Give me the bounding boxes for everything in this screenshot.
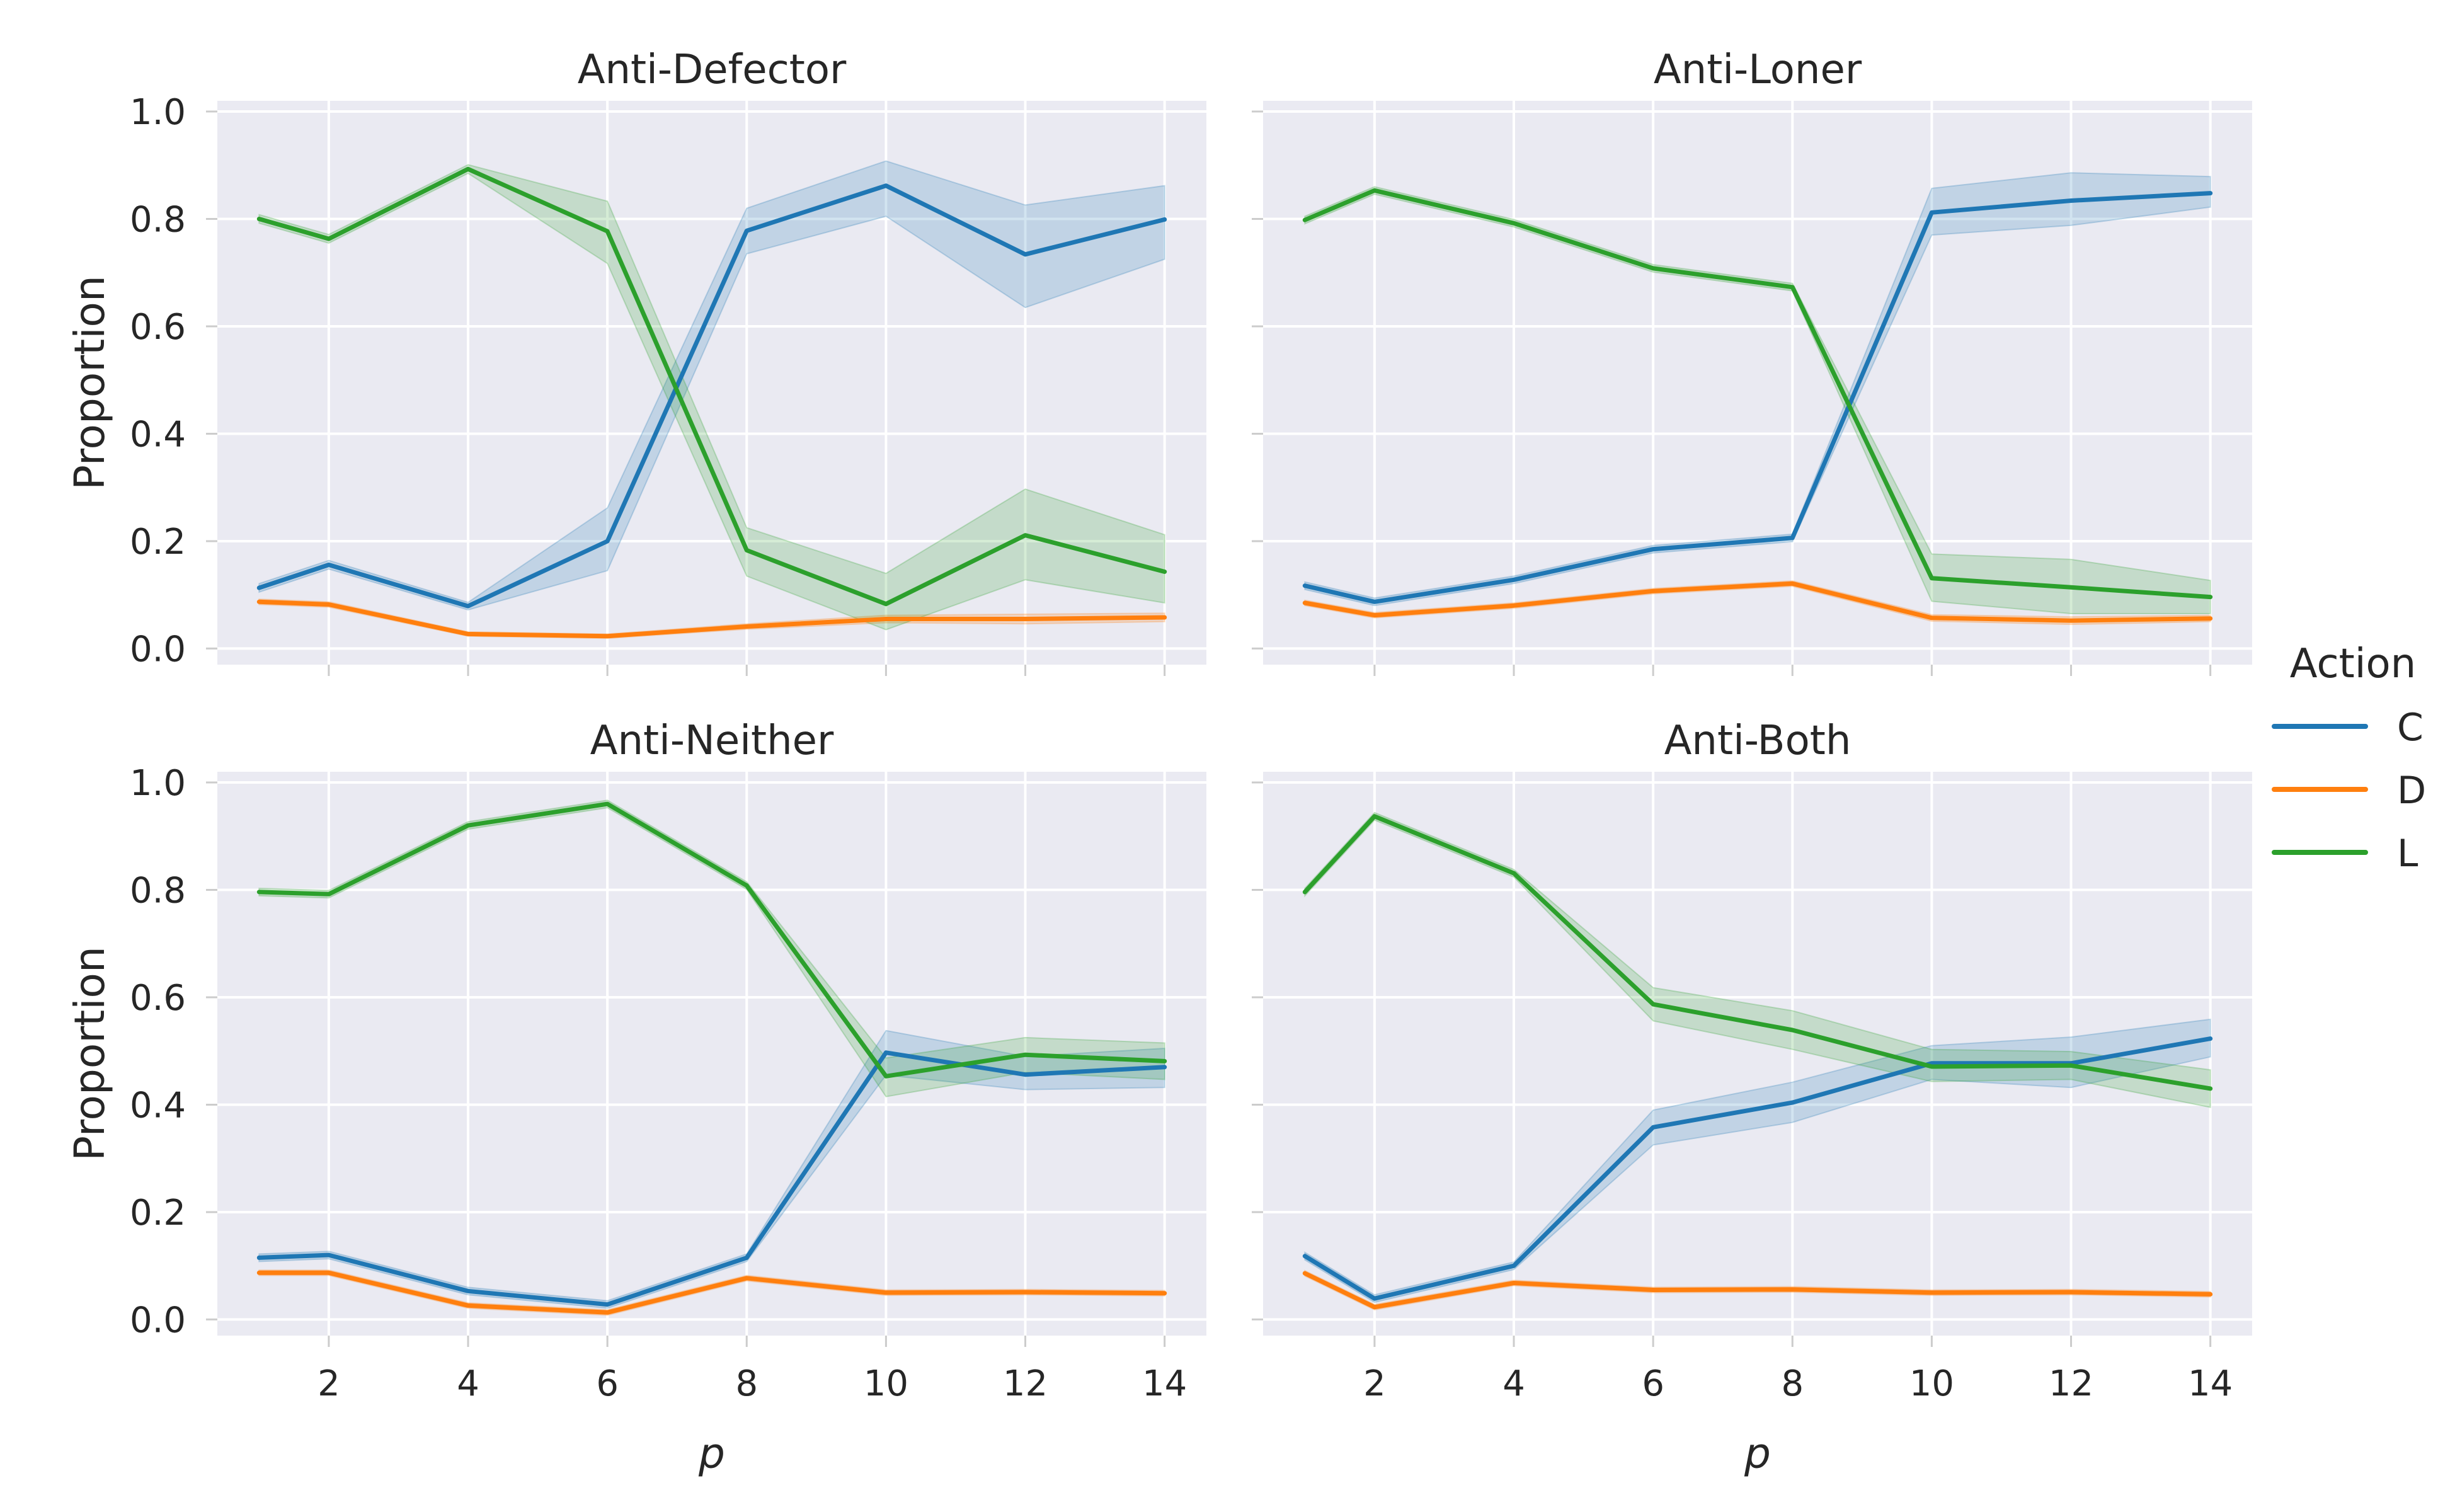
- confidence-band-c: [1304, 172, 2211, 607]
- x-tick-label: 4: [1502, 1363, 1525, 1404]
- panel-title: Anti-Loner: [1654, 47, 1862, 93]
- y-tick-label: 1.0: [130, 763, 186, 804]
- confidence-band-l: [1304, 186, 2211, 614]
- y-tick-label: 0.6: [130, 307, 186, 348]
- y-tick-label: 0.2: [130, 522, 186, 563]
- x-tick-label: 4: [457, 1363, 479, 1404]
- y-tick-label: 0.8: [130, 871, 186, 912]
- confidence-band-l: [258, 799, 1165, 1097]
- x-axis-label: p: [698, 1429, 725, 1478]
- legend-entry-l: L: [2272, 832, 2418, 876]
- panel-anti-defector: Anti-Defector 0.0 0.2 0.4 0.6 0.8 1.0 Proportio…: [66, 47, 1206, 676]
- x-tick-label: 12: [2049, 1363, 2093, 1404]
- series-line-l: [256, 166, 1167, 607]
- legend-entry-d: D: [2272, 769, 2426, 813]
- series-line-l: [1302, 814, 2213, 1091]
- panel-title: Anti-Defector: [578, 47, 847, 93]
- x-tick-label: 14: [2188, 1363, 2233, 1404]
- series-line-d: [1302, 581, 2213, 623]
- y-tick-label: 1.0: [130, 92, 186, 133]
- x-tick-label: 8: [1781, 1363, 1804, 1404]
- panel-anti-loner: Anti-Loner: [1252, 47, 2252, 676]
- y-tick-label: 0.0: [130, 1300, 186, 1341]
- confidence-band-l: [258, 164, 1165, 631]
- confidence-band-l: [1304, 811, 2211, 1108]
- series-line-c: [256, 1050, 1167, 1307]
- y-tick-label: 0.0: [130, 629, 186, 670]
- y-tick-label: 0.6: [130, 978, 186, 1019]
- series-line-l: [1302, 188, 2213, 600]
- x-tick-label: 10: [1909, 1363, 1954, 1404]
- x-tick-label: 12: [1003, 1363, 1048, 1404]
- panel-background: [1263, 101, 2252, 665]
- x-tick-label: 2: [318, 1363, 340, 1404]
- panels-layer: Anti-Defector 0.0 0.2 0.4 0.6 0.8 1.0 Proportio…: [66, 47, 2252, 1478]
- panel-background: [217, 101, 1206, 665]
- x-tick-label: 6: [596, 1363, 619, 1404]
- legend: Action C D L: [2272, 641, 2426, 876]
- series-line-d: [1302, 1271, 2213, 1310]
- panel-title: Anti-Neither: [590, 718, 834, 764]
- panel-anti-neither: Anti-Neither 0.0 0.2 0.4 0.6 0.8 1.0 2 4 6 8 10 12 14…: [66, 718, 1206, 1478]
- confidence-band-d: [258, 1269, 1165, 1316]
- x-axis-label: p: [1744, 1429, 1771, 1478]
- legend-label-c: C: [2397, 706, 2424, 750]
- legend-title: Action: [2290, 641, 2416, 687]
- series-line-c: [1302, 191, 2213, 604]
- legend-entry-c: C: [2272, 706, 2424, 750]
- x-tick-label: 14: [1142, 1363, 1187, 1404]
- y-tick-label: 0.8: [130, 200, 186, 241]
- y-tick-label: 0.2: [130, 1193, 186, 1234]
- panel-title: Anti-Both: [1664, 718, 1851, 764]
- panel-background: [1263, 772, 2252, 1336]
- legend-label-l: L: [2397, 832, 2418, 876]
- y-tick-label: 0.4: [130, 414, 186, 455]
- x-tick-label: 8: [735, 1363, 758, 1404]
- series-line-c: [1302, 1036, 2213, 1301]
- panel-anti-both: Anti-Both 2 4 6 8 10 12 14 p: [1252, 718, 2252, 1478]
- confidence-band-c: [1304, 1018, 2211, 1303]
- series-line-l: [256, 801, 1167, 1079]
- y-axis-label: Proportion: [66, 946, 114, 1161]
- series-line-d: [256, 1270, 1167, 1315]
- y-axis-label: Proportion: [66, 275, 114, 490]
- legend-label-d: D: [2397, 769, 2426, 813]
- y-tick-label: 0.4: [130, 1085, 186, 1126]
- x-tick-label: 10: [864, 1363, 908, 1404]
- x-tick-label: 6: [1642, 1363, 1664, 1404]
- series-line-d: [256, 599, 1167, 639]
- x-tick-label: 2: [1363, 1363, 1386, 1404]
- confidence-band-c: [258, 160, 1165, 611]
